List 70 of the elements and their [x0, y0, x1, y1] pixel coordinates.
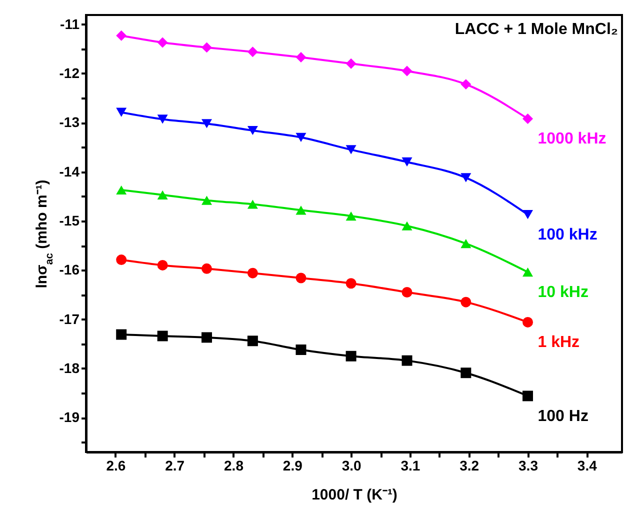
x-tick-label: 2.7 — [165, 458, 185, 474]
x-tick-label: 3.2 — [460, 458, 480, 474]
x-tick-label: 3.4 — [577, 458, 598, 474]
point — [402, 66, 412, 76]
point — [402, 221, 412, 230]
point — [296, 132, 306, 142]
x-tick-label: 3.0 — [342, 458, 362, 474]
series-label: 1 kHz — [538, 334, 580, 352]
point — [402, 287, 412, 298]
point — [460, 239, 472, 248]
x-tick-label: 2.8 — [224, 458, 244, 474]
point — [157, 330, 168, 342]
series-label: 1000 kHz — [538, 130, 606, 148]
point — [116, 108, 127, 117]
point — [116, 254, 127, 266]
series-label: 100 Hz — [538, 408, 588, 425]
point — [346, 212, 356, 221]
x-tick-label: 3.1 — [400, 458, 420, 474]
point — [460, 296, 472, 308]
point — [460, 79, 472, 90]
point — [157, 114, 168, 124]
point — [346, 58, 356, 69]
point — [202, 119, 212, 128]
series-label: 100 kHz — [538, 226, 598, 244]
point — [522, 268, 533, 277]
y-tick-label: -17 — [59, 310, 80, 327]
point — [157, 190, 168, 200]
y-tick-label: -13 — [59, 114, 80, 130]
point — [522, 113, 533, 124]
point — [202, 42, 212, 53]
y-tick-label: -14 — [59, 163, 80, 180]
point — [346, 350, 356, 362]
x-axis-title: 1000/ T (K⁻¹) — [312, 486, 398, 504]
y-tick-label: -18 — [59, 360, 80, 376]
point — [402, 355, 412, 366]
y-tick-label: -11 — [60, 16, 80, 32]
point — [402, 157, 412, 167]
x-tick-label: 2.9 — [282, 458, 303, 474]
point — [522, 210, 533, 220]
point — [116, 30, 127, 41]
y-tick-label: -19 — [59, 409, 80, 426]
point — [247, 336, 258, 346]
x-tick-label: 2.6 — [106, 458, 126, 474]
point — [202, 196, 212, 205]
point — [296, 52, 306, 63]
point — [202, 263, 212, 274]
y-tick-label: -12 — [59, 64, 80, 81]
point — [346, 145, 356, 154]
point — [346, 278, 356, 289]
point — [296, 272, 306, 284]
point — [247, 46, 258, 58]
series-label: 10 kHz — [538, 284, 588, 302]
y-tick-label: -15 — [59, 212, 80, 228]
point — [247, 200, 258, 209]
point — [157, 260, 168, 270]
point — [116, 185, 127, 195]
point — [522, 316, 533, 328]
point — [247, 126, 258, 136]
point — [460, 368, 472, 378]
point — [157, 37, 168, 48]
point — [116, 329, 127, 340]
point — [296, 206, 306, 215]
point — [296, 344, 306, 355]
point — [522, 390, 533, 402]
x-tick-label: 3.3 — [518, 458, 538, 474]
y-tick-label: -16 — [59, 262, 80, 278]
chart-title: LACC + 1 Mole MnCl₂ — [454, 21, 618, 38]
point — [202, 332, 212, 343]
point — [460, 173, 472, 182]
point — [247, 268, 258, 278]
